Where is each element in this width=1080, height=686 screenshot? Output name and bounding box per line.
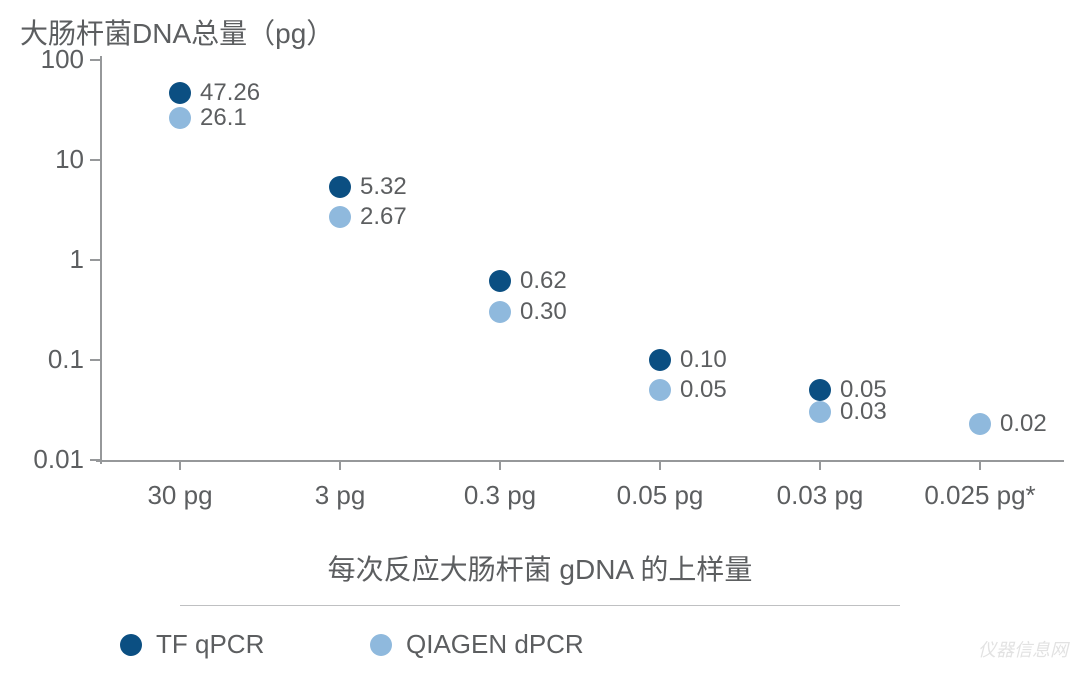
- y-tick: [90, 359, 100, 361]
- data-point: [489, 301, 511, 323]
- x-tick: [979, 460, 981, 470]
- data-point: [169, 82, 191, 104]
- y-tick: [90, 159, 100, 161]
- x-tick: [819, 460, 821, 470]
- legend-swatch: [120, 634, 142, 656]
- x-tick-label: 3 pg: [315, 480, 366, 511]
- x-tick-label: 0.03 pg: [777, 480, 864, 511]
- data-point-label: 0.03: [840, 398, 887, 426]
- data-point-label: 5.32: [360, 173, 407, 201]
- data-point-label: 2.67: [360, 203, 407, 231]
- data-point-label: 47.26: [200, 79, 260, 107]
- legend-label: QIAGEN dPCR: [406, 629, 584, 660]
- data-point: [809, 379, 831, 401]
- y-tick: [90, 259, 100, 261]
- data-point: [329, 206, 351, 228]
- data-point: [489, 270, 511, 292]
- data-point: [169, 107, 191, 129]
- x-tick: [499, 460, 501, 470]
- data-point: [649, 349, 671, 371]
- x-tick: [179, 460, 181, 470]
- data-point: [649, 379, 671, 401]
- x-tick: [659, 460, 661, 470]
- data-point: [329, 176, 351, 198]
- x-tick-label: 30 pg: [147, 480, 212, 511]
- data-point-label: 0.62: [520, 267, 567, 295]
- data-point: [969, 413, 991, 435]
- y-tick: [90, 459, 100, 461]
- x-axis-line: [96, 460, 1064, 462]
- data-point-label: 26.1: [200, 104, 247, 132]
- chart-root: 大肠杆菌DNA总量（pg） 1001010.10.0130 pg3 pg0.3 …: [0, 0, 1080, 686]
- legend-swatch: [370, 634, 392, 656]
- legend-label: TF qPCR: [156, 629, 264, 660]
- y-tick-label: 0.01: [33, 444, 84, 475]
- y-tick-label: 10: [55, 144, 84, 175]
- data-point-label: 0.02: [1000, 410, 1047, 438]
- x-tick-label: 0.05 pg: [617, 480, 704, 511]
- y-axis-line: [100, 56, 102, 464]
- x-tick-label: 0.3 pg: [464, 480, 536, 511]
- x-tick: [339, 460, 341, 470]
- y-tick: [90, 59, 100, 61]
- data-point-label: 0.05: [680, 376, 727, 404]
- y-tick-label: 0.1: [48, 344, 84, 375]
- watermark: 仪器信息网: [978, 636, 1068, 662]
- data-point-label: 0.30: [520, 298, 567, 326]
- y-tick-label: 100: [41, 44, 84, 75]
- data-point: [809, 401, 831, 423]
- y-tick-label: 1: [70, 244, 84, 275]
- data-point-label: 0.10: [680, 346, 727, 374]
- x-axis-title: 每次反应大肠杆菌 gDNA 的上样量: [328, 548, 753, 588]
- x-tick-label: 0.025 pg*: [924, 480, 1035, 511]
- legend-separator: [180, 605, 900, 606]
